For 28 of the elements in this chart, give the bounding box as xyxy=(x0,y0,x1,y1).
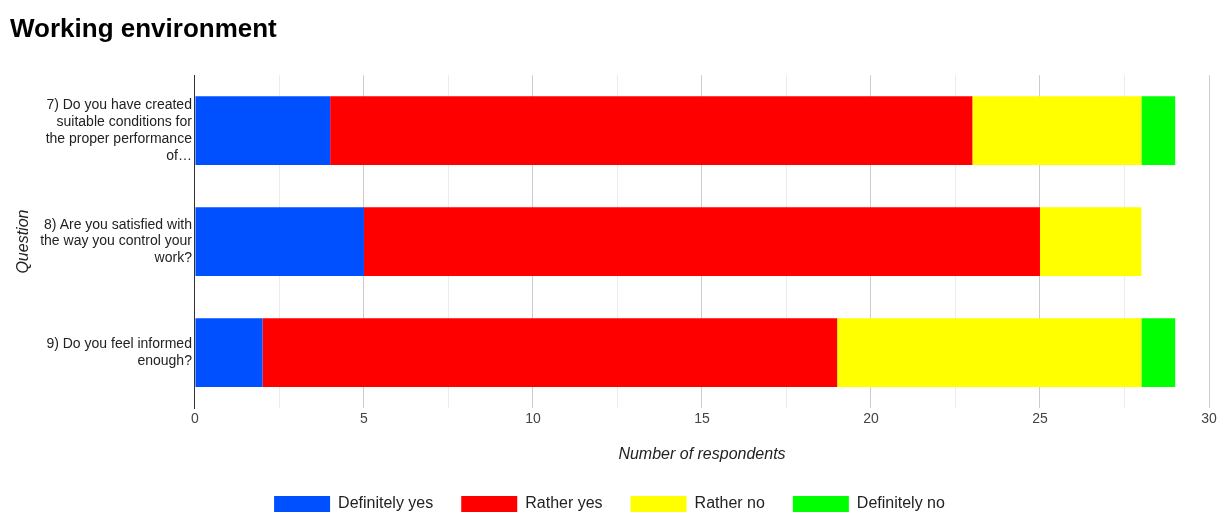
bar xyxy=(195,318,263,387)
x-tick-label: 15 xyxy=(694,410,710,427)
legend-label: Definitely no xyxy=(856,494,946,512)
x-tick-label: 10 xyxy=(525,410,541,427)
y-tick-label: 7) Do you have created suitable conditions for the proper performance of… xyxy=(45,96,193,163)
x-axis-title: Number of respondents xyxy=(618,444,786,462)
chart-title: Working environment xyxy=(10,12,278,43)
x-tick-label: 25 xyxy=(1032,410,1048,427)
bar xyxy=(1141,318,1176,387)
bar xyxy=(330,96,973,166)
x-tick-label: 20 xyxy=(863,410,879,427)
bar xyxy=(195,96,331,166)
x-tick-label: 5 xyxy=(360,410,369,427)
bar xyxy=(972,96,1142,166)
bar xyxy=(1141,96,1176,166)
x-tick-label: 0 xyxy=(191,410,200,427)
bar xyxy=(837,318,1142,387)
legend-label: Definitely yes xyxy=(338,494,434,512)
bar xyxy=(363,207,1040,276)
y-tick-label: 8) Are you satisfied with the way you control your work? xyxy=(40,215,193,266)
y-axis-title: Question xyxy=(14,209,32,274)
legend-label: Rather no xyxy=(694,494,765,512)
x-tick-label: 30 xyxy=(1201,410,1217,427)
bar xyxy=(195,207,364,276)
legend-label: Rather yes xyxy=(525,494,603,512)
y-tick-label: 9) Do you feel informed enough? xyxy=(46,334,193,368)
bar xyxy=(1039,207,1142,276)
bar xyxy=(262,318,838,387)
